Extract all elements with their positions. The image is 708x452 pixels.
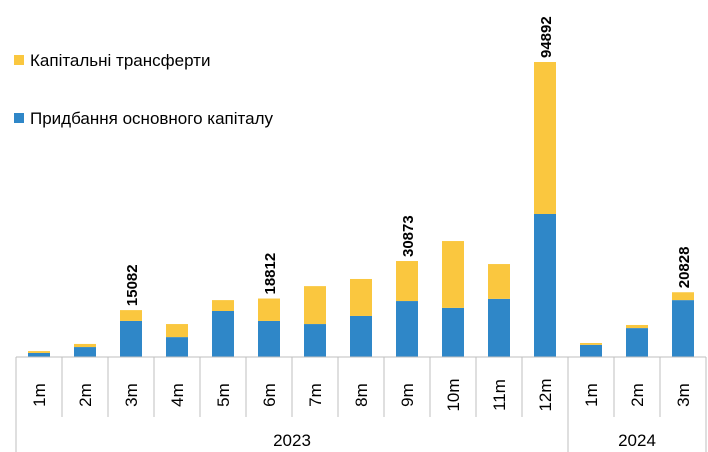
bar-segment <box>580 344 602 357</box>
bar-segment <box>350 315 372 357</box>
bar-segment <box>166 324 188 338</box>
x-tick-label: 2m <box>76 383 95 407</box>
bar-segment <box>396 301 418 357</box>
bar-segment <box>258 320 280 357</box>
x-tick-label: 5m <box>214 383 233 407</box>
total-label: 30873 <box>400 215 417 257</box>
x-tick-label: 1m <box>30 383 49 407</box>
bar-segment <box>488 298 510 357</box>
bar-segment <box>120 320 142 357</box>
legend-swatch <box>14 113 24 123</box>
bar-segment <box>626 324 648 329</box>
x-tick-label: 6m <box>260 383 279 407</box>
bar-segment <box>442 307 464 357</box>
x-tick-label: 4m <box>168 383 187 407</box>
bar-segment <box>28 352 50 357</box>
bar-segment <box>626 328 648 357</box>
bar-segment <box>350 278 372 316</box>
bar-segment <box>212 300 234 311</box>
bar-segment <box>120 310 142 321</box>
total-label: 15082 <box>124 264 141 306</box>
bar-segment <box>534 62 556 214</box>
bar-segment <box>580 343 602 345</box>
legend-label: Капітальні трансферти <box>30 51 210 70</box>
bar-segment <box>166 337 188 357</box>
bar-segment <box>396 261 418 302</box>
bar-segment <box>672 292 694 301</box>
bar-segment <box>212 310 234 357</box>
bar-segment <box>74 347 96 357</box>
x-tick-label: 1m <box>582 383 601 407</box>
legend-label: Придбання основного капіталу <box>30 109 273 128</box>
bar-segment <box>28 351 50 353</box>
total-label: 18812 <box>262 253 279 295</box>
bar-segment <box>304 324 326 357</box>
bar-segment <box>488 264 510 299</box>
x-tick-label: 7m <box>306 383 325 407</box>
x-tick-label: 12m <box>536 378 555 411</box>
x-tick-label: 3m <box>122 383 141 407</box>
bar-segment <box>672 300 694 357</box>
bar-segment <box>74 343 96 348</box>
bar-segment <box>258 298 280 321</box>
bar-segment <box>442 241 464 308</box>
x-tick-label: 9m <box>398 383 417 407</box>
x-tick-label: 8m <box>352 383 371 407</box>
x-tick-label: 11m <box>490 379 509 411</box>
bar-segment <box>534 213 556 357</box>
group-label: 2023 <box>273 431 311 450</box>
total-label: 20828 <box>676 247 693 289</box>
x-tick-label: 3m <box>674 383 693 407</box>
legend-swatch <box>14 55 24 65</box>
total-label: 94892 <box>538 16 555 58</box>
bar-segment <box>304 286 326 325</box>
group-label: 2024 <box>618 431 656 450</box>
x-tick-label: 10m <box>444 378 463 411</box>
x-tick-label: 2m <box>628 383 647 407</box>
